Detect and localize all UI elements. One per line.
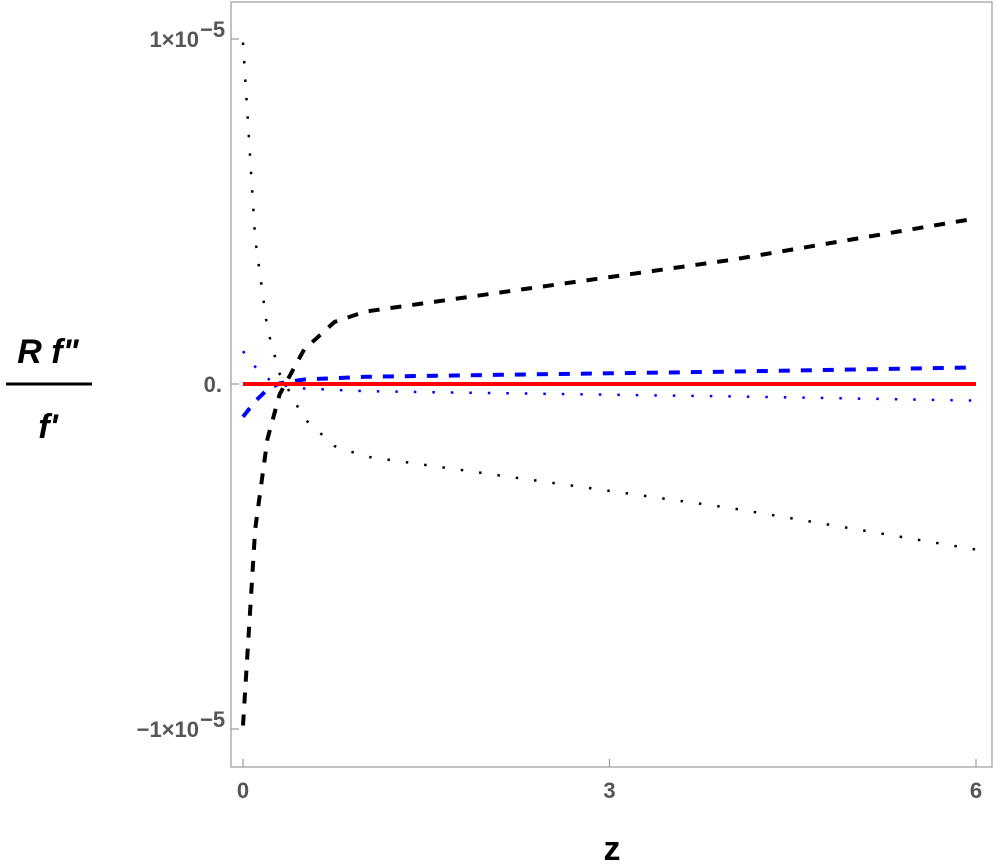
series-line [242,350,977,402]
y-axis-title-denominator: f' [38,408,59,446]
y-tick-exponent: −5 [200,17,225,42]
series-line [241,42,977,551]
x-tick-label: 3 [603,778,615,803]
y-axis-title-numerator: R f" [17,333,79,371]
y-axis-title: R f" f' [6,333,92,446]
y-tick-label: −1×10 [137,717,199,742]
y-tick-label: 1×10 [149,27,199,52]
x-tick-label: 6 [970,778,982,803]
tick-layer: 0 3 61×10 −50.−1×10 −5 [137,17,983,803]
series-layer [241,42,977,726]
y-tick-exponent: −5 [200,707,225,732]
x-tick-label: 0 [237,778,249,803]
y-tick-label: 0. [204,372,222,397]
series-line [241,365,977,419]
series-line [241,216,977,726]
x-axis-title: z [604,830,621,868]
